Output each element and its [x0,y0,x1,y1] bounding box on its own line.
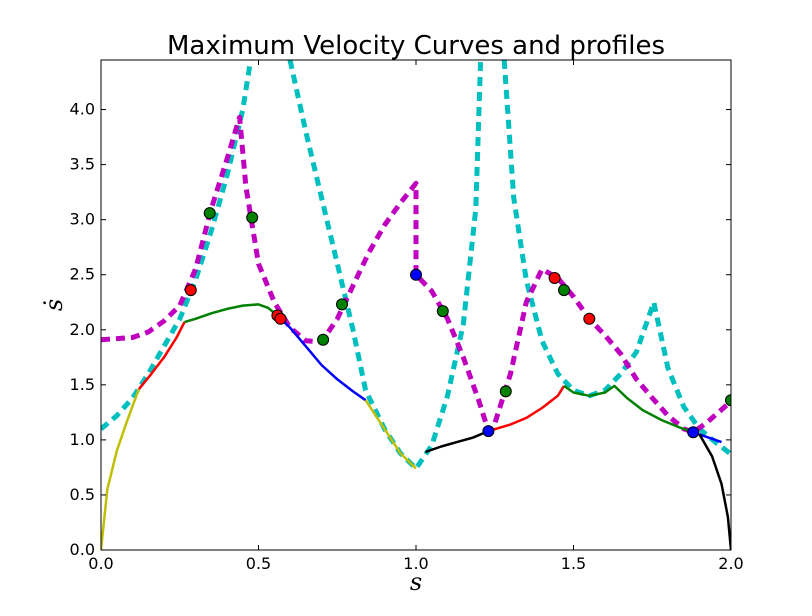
marker-1-1 [246,211,259,224]
x-tick-label-0: 0.0 [88,554,113,573]
marker-0-4 [583,312,596,325]
series-line-9 [424,429,489,454]
series-line-8 [364,399,417,470]
series-line-0 [101,60,254,431]
x-tick-label-2: 1.0 [403,554,428,573]
marker-0-0 [184,284,197,297]
x-tick-label-4: 2.0 [718,554,743,573]
marker-0-2 [274,312,287,325]
marker-1-6 [558,284,570,297]
marker-1-0 [203,207,216,220]
y-axis-label: ṡ [40,299,68,311]
x-tick-label-3: 1.5 [561,554,586,573]
y-tick-label-4: 2.0 [70,320,95,339]
y-tick-label-3: 1.5 [70,375,95,394]
marker-1-7 [725,394,731,407]
series-line-6 [184,303,279,324]
series-line-5 [137,321,186,390]
x-axis-label: s [410,568,422,596]
series-line-1 [287,60,484,471]
chart-title: Maximum Velocity Curves and profiles [167,31,665,61]
marker-2-0 [410,268,422,281]
y-tick-label-6: 3.0 [70,210,95,229]
y-tick-label-8: 4.0 [70,100,95,119]
series-line-4 [101,388,140,550]
marker-1-2 [317,333,330,346]
series-line-11 [563,384,694,434]
series-group [101,60,731,550]
marker-2-2 [687,426,700,439]
plot-frame [100,59,732,551]
series-line-13 [698,433,731,550]
marker-2-1 [482,425,495,438]
marker-1-4 [436,305,449,318]
y-tick-label-0: 0.0 [70,540,95,559]
series-line-7 [276,314,367,402]
marker-1-3 [336,298,348,311]
marker-0-3 [548,272,561,284]
y-tick-label-2: 1.0 [70,430,95,449]
x-tick-label-1: 0.5 [246,554,271,573]
marker-1-5 [499,385,512,398]
y-tick-label-5: 2.5 [70,265,95,284]
series-line-2 [501,60,731,457]
y-tick-label-7: 3.5 [70,155,95,174]
plot-area: 0.0 0.5 1.0 1.5 2.0 0.0 0.5 1.0 1.5 2.0 2.5 3.0 3.5 4… [70,59,744,573]
series-line-10 [488,385,566,433]
y-tick-label-1: 0.5 [70,485,95,504]
